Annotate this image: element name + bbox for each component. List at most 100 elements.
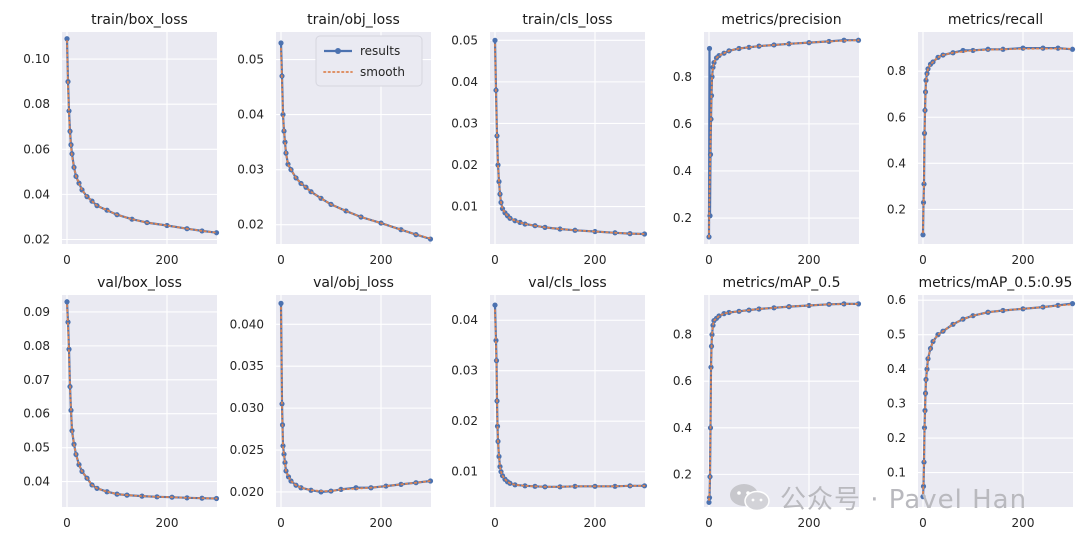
results-point — [855, 301, 862, 307]
plot-area — [62, 32, 217, 244]
results-point — [710, 64, 716, 70]
results-point — [64, 299, 70, 305]
x-tick-label: 200 — [1012, 253, 1035, 267]
results-point — [278, 40, 284, 46]
results-point — [923, 77, 929, 83]
x-tick-label: 0 — [705, 516, 713, 530]
plot-area — [490, 295, 645, 507]
wechat-icon — [730, 484, 770, 512]
y-tick-label: 0.01 — [451, 465, 478, 479]
y-tick-label: 0.035 — [230, 359, 264, 373]
plot-area — [276, 295, 431, 507]
y-tick-label: 0.8 — [673, 328, 692, 342]
smooth-line — [494, 43, 646, 235]
watermark: 公众号 · Pavel Han — [728, 482, 1027, 515]
y-tick-label: 0.10 — [23, 52, 50, 66]
results-point — [213, 230, 220, 236]
x-tick-label: 0 — [705, 253, 713, 267]
smooth-line — [922, 303, 1074, 495]
y-tick-label: 0.07 — [23, 373, 50, 387]
subplot-title: val/obj_loss — [313, 275, 394, 291]
subplot-title: metrics/precision — [721, 12, 841, 28]
x-tick-label: 0 — [919, 516, 927, 530]
results-point — [706, 499, 712, 505]
x-tick-label: 200 — [156, 516, 179, 530]
subplot-title: train/cls_loss — [522, 12, 612, 28]
results-point — [924, 366, 930, 372]
plot-area — [704, 32, 859, 244]
results-point — [706, 45, 713, 52]
x-tick-label: 0 — [63, 516, 71, 530]
watermark-text: 公众号 · Pavel Han — [780, 484, 1028, 515]
results-point — [612, 483, 618, 489]
subplot-train-box-loss: 0.02 0.04 0.06 0.08 0.10 0 200 train/box_loss — [23, 12, 220, 267]
smooth-line — [280, 306, 432, 493]
legend: results smooth — [315, 35, 423, 87]
y-tick-label: 0.02 — [451, 414, 478, 428]
y-tick-label: 0.4 — [887, 362, 906, 376]
plot-area — [918, 295, 1073, 507]
legend-results-label: results — [360, 44, 400, 58]
x-tick-label: 200 — [584, 516, 607, 530]
smooth-line — [708, 39, 860, 238]
smooth-line — [66, 304, 218, 500]
y-tick-label: 0.05 — [237, 53, 264, 67]
results-point — [746, 44, 752, 50]
x-tick-label: 0 — [491, 253, 499, 267]
subplot-metrics-map-0-5-0-95: 0.1 0.2 0.3 0.4 0.5 0.6 0 200 metrics/mAP_0.5:0.… — [887, 275, 1076, 530]
subplot-title: train/box_loss — [91, 12, 188, 28]
x-tick-label: 200 — [798, 253, 821, 267]
results-point — [522, 483, 528, 489]
x-tick-label: 200 — [370, 516, 393, 530]
subplot-title: val/box_loss — [97, 275, 182, 291]
results-point — [64, 36, 70, 42]
results-point — [709, 332, 715, 338]
plot-area — [704, 295, 859, 507]
x-tick-label: 0 — [277, 253, 285, 267]
results-point — [495, 162, 501, 168]
y-tick-label: 0.4 — [673, 421, 692, 435]
results-point — [557, 226, 563, 232]
subplot-train-cls-loss: 0.01 0.02 0.03 0.04 0.05 0 200 train/cls_loss — [451, 12, 648, 267]
x-tick-label: 200 — [370, 253, 393, 267]
y-tick-label: 0.01 — [451, 200, 478, 214]
y-tick-label: 0.6 — [887, 293, 906, 307]
smooth-line — [280, 47, 432, 240]
subplot-train-obj-loss: 0.02 0.03 0.04 0.05 0 200 train/obj_lossresult… — [237, 12, 434, 267]
y-tick-label: 0.04 — [237, 108, 264, 122]
results-point — [1055, 302, 1061, 308]
legend-results-marker — [335, 48, 341, 54]
results-point — [1069, 301, 1076, 307]
y-tick-label: 0.6 — [673, 374, 692, 388]
y-tick-label: 0.8 — [887, 64, 906, 78]
subplot-metrics-map-0-5: 0.2 0.4 0.6 0.8 0 200 metrics/mAP_0.5 — [673, 275, 862, 530]
y-tick-label: 0.030 — [230, 401, 264, 415]
y-tick-label: 0.06 — [23, 407, 50, 421]
y-tick-label: 0.03 — [237, 163, 264, 177]
results-point — [786, 41, 792, 47]
y-tick-label: 0.6 — [887, 110, 906, 124]
results-point — [920, 483, 927, 489]
results-point — [280, 111, 286, 118]
legend-box — [315, 35, 423, 87]
results-point — [920, 199, 927, 206]
x-tick-label: 200 — [584, 253, 607, 267]
y-tick-label: 0.04 — [23, 475, 50, 489]
results-point — [280, 443, 286, 449]
results-point — [920, 232, 926, 238]
x-tick-label: 0 — [491, 516, 499, 530]
x-tick-label: 0 — [919, 253, 927, 267]
y-tick-label: 0.2 — [673, 467, 692, 481]
x-tick-label: 0 — [277, 516, 285, 530]
results-point — [921, 181, 927, 187]
plot-area — [62, 295, 217, 507]
y-tick-label: 0.020 — [230, 485, 264, 499]
x-tick-label: 200 — [1012, 516, 1035, 530]
results-point — [492, 37, 498, 43]
results-point — [65, 319, 71, 325]
y-tick-label: 0.04 — [451, 313, 478, 327]
y-tick-label: 0.09 — [23, 305, 50, 319]
y-tick-label: 0.3 — [887, 397, 906, 411]
y-tick-label: 0.6 — [673, 117, 692, 131]
